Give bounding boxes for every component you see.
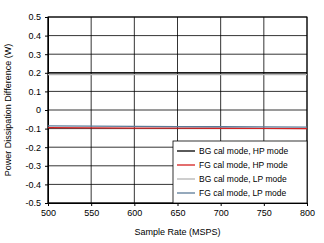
tick-label: 0.2 [28,68,41,78]
tick-label: 750 [257,208,272,218]
tick-label: 0.5 [28,12,41,22]
tick-label: 600 [127,208,142,218]
y-axis: -0.5 -0.4 -0.3 -0.2 -0.1 0 0.1 0.2 0.3 0.4 0.5 [25,12,48,208]
chart: 500550600650700750800-0.5-0.4-0.3-0.2-0.… [0,0,324,243]
tick: 600 [127,203,142,218]
grid-line [134,17,135,203]
tick: 800 [300,203,315,218]
series-line [48,126,307,127]
series-line [48,72,307,73]
legend-label: BG cal mode, HP mode [199,146,288,156]
legend-swatch [177,192,195,193]
x-axis: 500 550 600 650 700 750 800 [41,203,315,218]
grid-line [48,72,307,73]
axis-line [49,204,308,207]
grid-line [91,17,92,203]
tick: 500 [41,203,56,218]
tick: -0.2 [25,143,48,153]
tick: 550 [84,203,99,218]
tick-label: 550 [84,208,99,218]
tick-label: -0.4 [25,180,41,190]
x-axis-title: Sample Rate (MSPS) [134,227,220,237]
grid [48,17,307,203]
legend-swatch [177,150,195,151]
legend-swatch [177,164,195,165]
tick: 0.5 [28,12,48,22]
tick-label: 0.3 [28,50,41,60]
plot: 500550600650700750800-0.5-0.4-0.3-0.2-0.… [25,12,315,218]
tick: -0.3 [25,161,48,171]
tick-label: 0.4 [28,31,41,41]
tick: 650 [170,203,185,218]
legend-label: FG cal mode, HP mode [199,160,288,170]
y-axis-title: Power Dissipation Difference (W) [3,44,13,176]
series-group [48,73,307,129]
series-line [48,74,307,75]
tick: 0.3 [28,50,48,60]
tick-label: -0.3 [25,161,41,171]
tick: -0.4 [25,180,48,190]
tick: 0.4 [28,31,48,41]
tick: 700 [214,203,229,218]
tick-label: 800 [300,208,315,218]
tick: 750 [257,203,272,218]
tick: -0.5 [25,198,48,208]
legend: BG cal mode, HP mode FG cal mode, HP mode… [173,141,307,203]
tick-label: -0.1 [25,124,41,134]
tick-label: -0.5 [25,198,41,208]
plot-frame [48,17,307,203]
tick-label: 500 [41,208,56,218]
tick: 0 [36,105,48,115]
tick: -0.1 [25,124,48,134]
tick-label: 0.1 [28,87,41,97]
tick: 0.1 [28,87,48,97]
legend-box [173,141,307,203]
tick: 0.2 [28,68,48,78]
tick-label: 650 [170,208,185,218]
legend-label: BG cal mode, LP mode [199,174,287,184]
tick-label: 0 [36,105,41,115]
legend-label: FG cal mode, LP mode [199,188,287,198]
tick-label: 700 [214,208,229,218]
tick-label: -0.2 [25,143,41,153]
legend-swatch [177,178,195,179]
